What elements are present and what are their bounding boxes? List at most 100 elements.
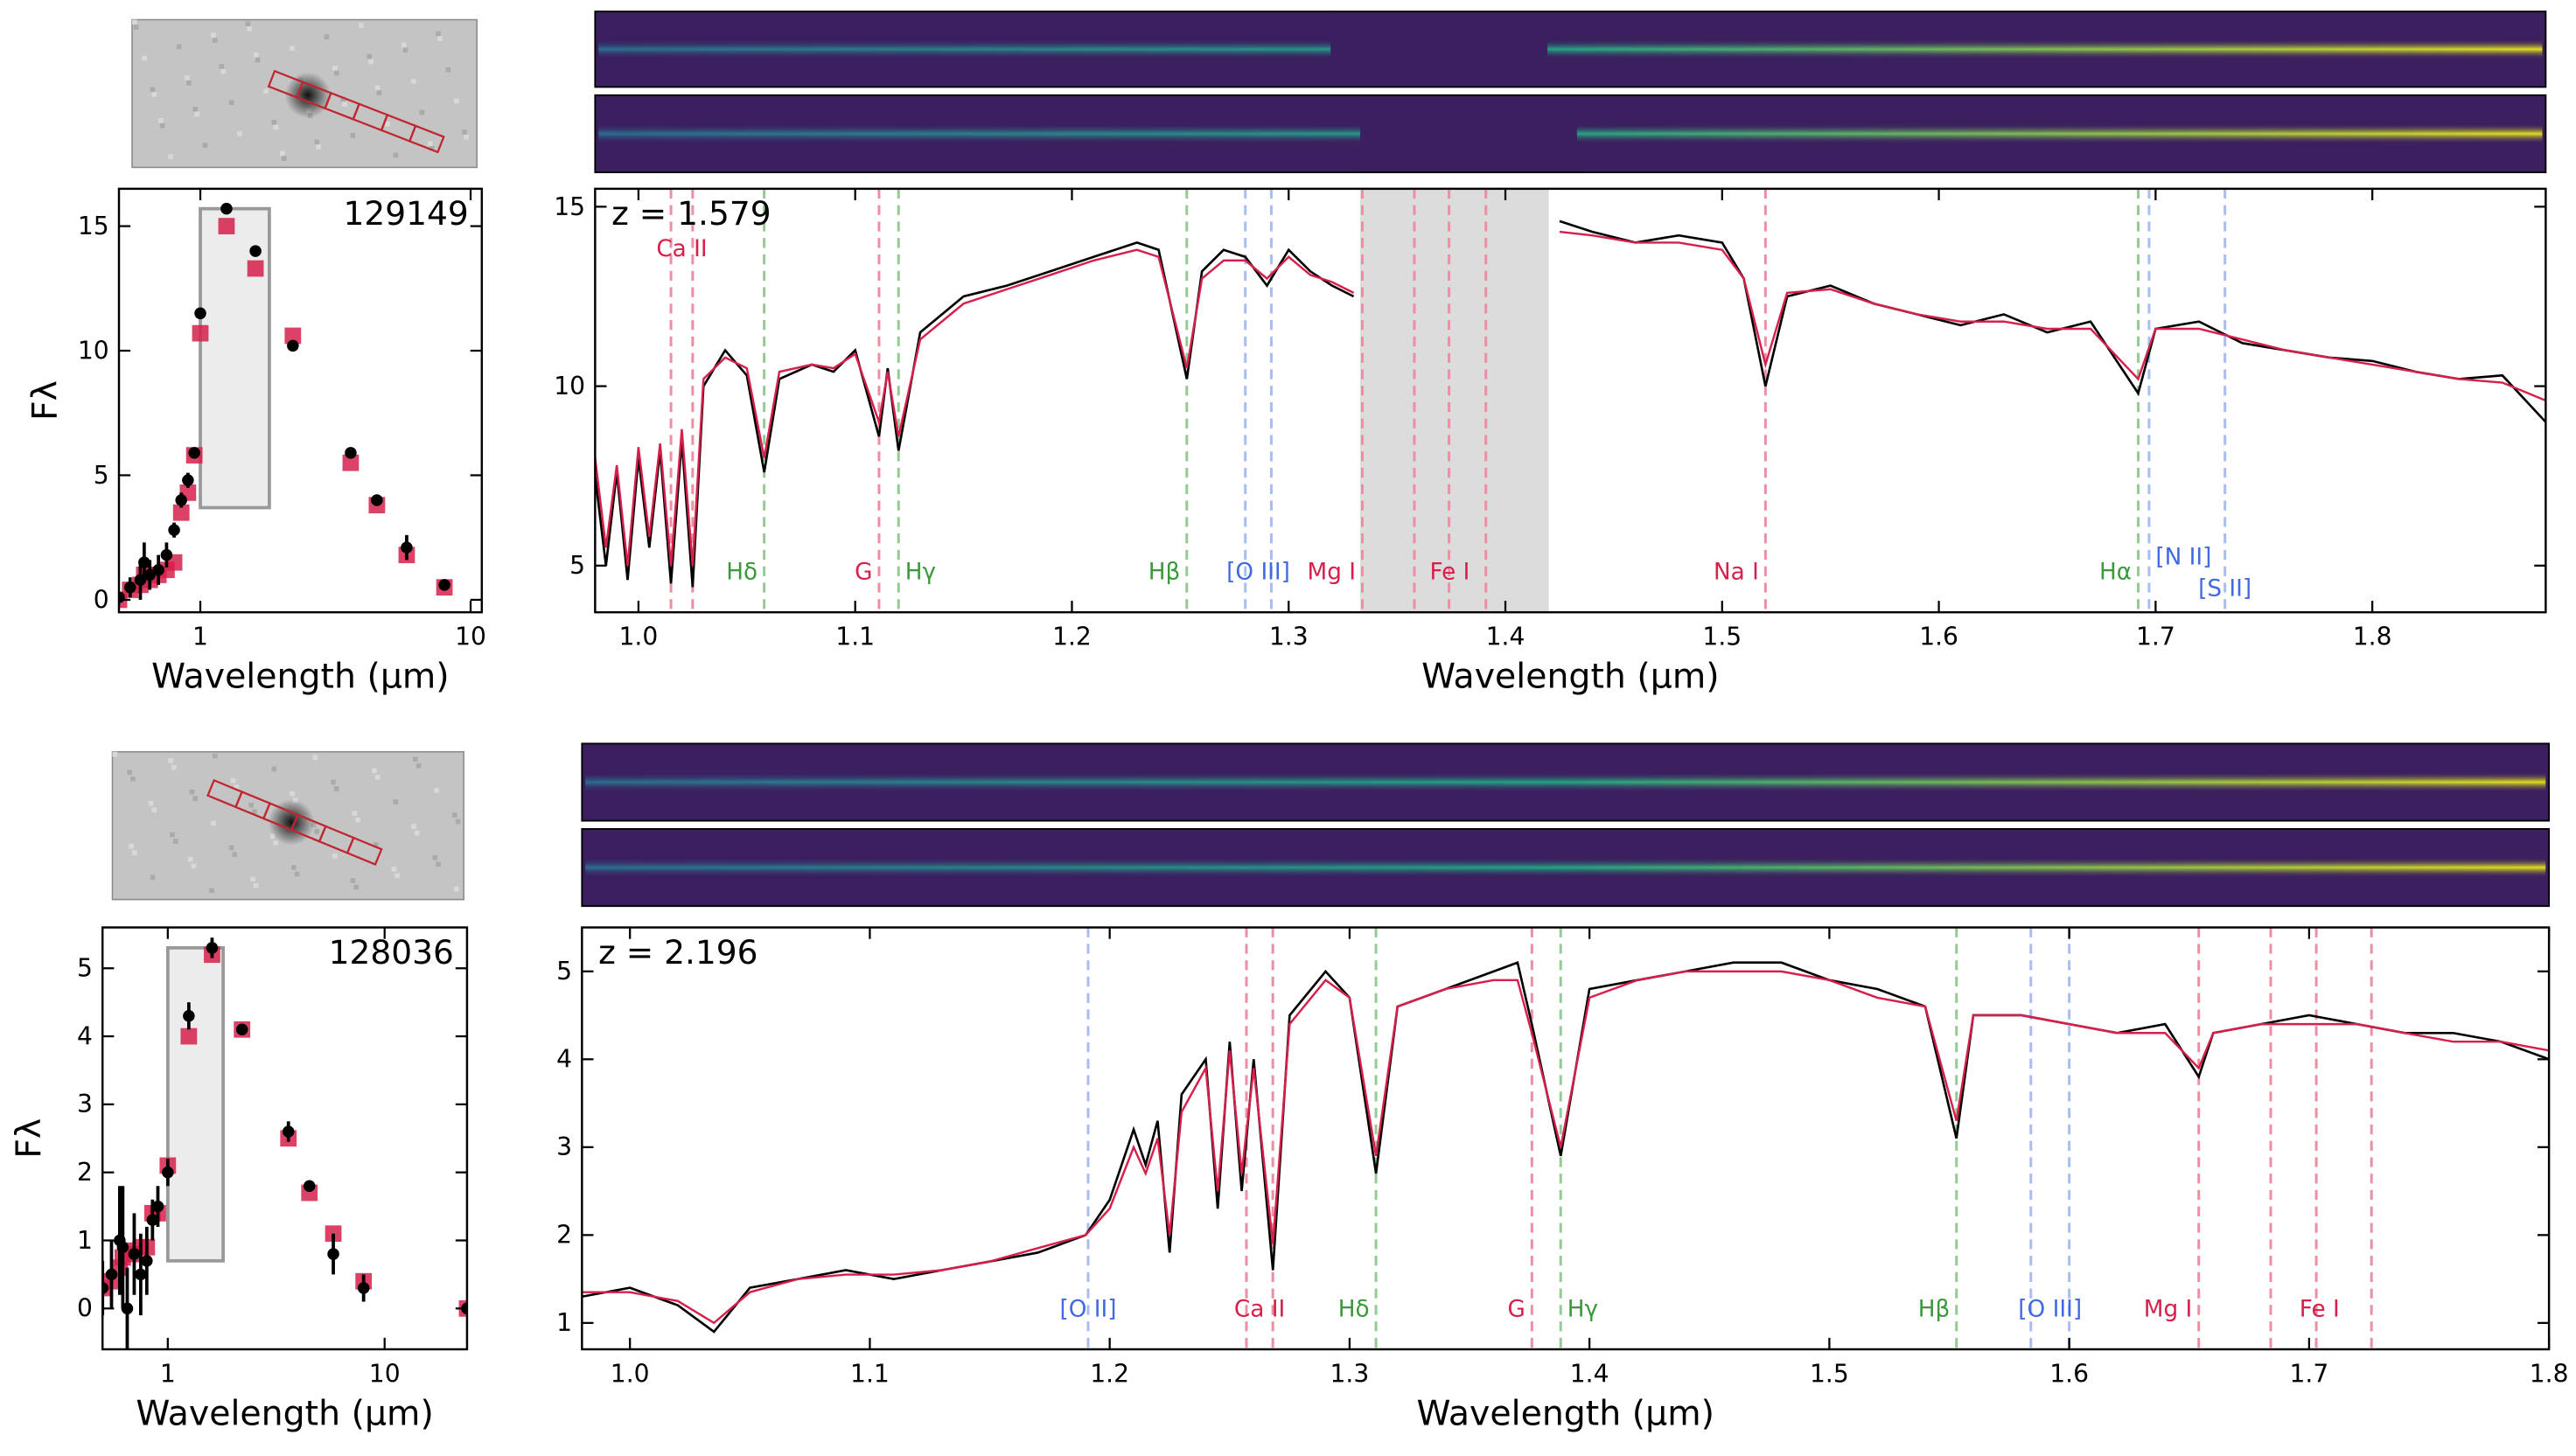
cutout-noise — [314, 139, 320, 145]
observed-point — [151, 1200, 164, 1213]
model-point — [247, 260, 264, 277]
cutout-noise — [170, 832, 175, 838]
observed-point — [102, 1282, 108, 1294]
x-tick-label: 10 — [455, 623, 486, 651]
plot-area — [118, 202, 453, 609]
cutout-noise — [411, 79, 416, 84]
observed-point — [235, 1023, 248, 1036]
spectrum-trace — [585, 772, 2546, 792]
model-point — [192, 324, 209, 342]
cutout-noise — [445, 66, 451, 73]
y-tick-label: 5 — [94, 461, 109, 490]
line-label: Hγ — [1567, 1296, 1598, 1322]
observed-point — [345, 447, 357, 459]
cutout-noise — [401, 42, 407, 48]
cutout-noise — [253, 882, 259, 888]
cutout-noise — [187, 856, 193, 862]
cutout-noise — [402, 47, 408, 53]
observed-point — [206, 942, 219, 954]
x-tick-label: 1 — [160, 1360, 176, 1389]
x-tick-label: 1.8 — [2530, 1360, 2569, 1389]
observed-point — [146, 1214, 159, 1226]
observed-point — [287, 339, 299, 352]
line-label: G — [855, 560, 872, 586]
cutout-noise — [132, 850, 137, 855]
cutout-noise — [202, 143, 208, 148]
cutout-noise — [211, 32, 216, 38]
cutout-noise — [374, 85, 380, 91]
cutout-noise — [464, 134, 469, 140]
y-tick-label: 1 — [556, 1308, 572, 1337]
observed-point — [282, 1125, 295, 1138]
cutout-noise — [353, 884, 360, 890]
observed-point — [371, 494, 383, 506]
cutout-noise — [232, 852, 238, 857]
line-label: Hδ — [726, 560, 757, 586]
y-axis-label: Fλ — [25, 380, 66, 421]
y-axis-label: Fλ — [9, 1118, 49, 1159]
cutout-noise — [132, 19, 137, 25]
cutout-noise — [290, 791, 295, 797]
cutout-noise — [172, 839, 178, 844]
cutout-noise — [436, 31, 441, 37]
line-label: Hβ — [1148, 560, 1181, 586]
cutout-noise — [367, 53, 373, 59]
cutout-noise — [269, 833, 276, 839]
cutout-noise — [333, 70, 339, 76]
cutout-noise — [411, 824, 416, 829]
x-tick-label: 1 — [192, 623, 208, 651]
cutout-noise — [291, 865, 297, 870]
y-tick-label: 0 — [77, 1294, 93, 1323]
cutout-noise — [415, 763, 422, 769]
slit — [267, 69, 445, 154]
cutout-noise — [281, 156, 287, 161]
y-tick-label: 10 — [554, 372, 585, 401]
cutout-noise — [393, 799, 399, 805]
cutout-noise — [314, 828, 320, 834]
line-label: Fe I — [2300, 1296, 2340, 1322]
x-tick-label: 1.2 — [1090, 1360, 1129, 1389]
cutout-noise — [391, 867, 397, 872]
cutout-noise — [352, 811, 358, 816]
observed-point — [152, 563, 164, 576]
x-tick-label: 1.7 — [2289, 1360, 2328, 1389]
x-tick-label: 1.8 — [2353, 623, 2392, 651]
cutout-noise — [312, 755, 318, 761]
slit-box — [408, 124, 445, 154]
line-label: Mg I — [2144, 1296, 2192, 1322]
cutout-noise — [373, 841, 379, 847]
y-tick-label: 3 — [556, 1132, 572, 1161]
line-label: G — [1507, 1296, 1525, 1322]
cutout-noise — [271, 766, 277, 772]
cutout-noise — [228, 845, 234, 851]
cutout-noise — [434, 788, 440, 793]
masked-region — [1360, 188, 1549, 613]
object-id: 128036 — [329, 933, 454, 972]
axes-frame — [101, 926, 469, 1351]
y-tick-label: 2 — [556, 1221, 572, 1250]
model-point — [284, 327, 302, 345]
cutout-noise — [294, 871, 300, 877]
line-label: Na I — [1714, 560, 1759, 586]
cutout-noise — [340, 96, 346, 102]
cutout-noise — [129, 843, 134, 849]
cutout-noise — [355, 817, 360, 823]
model-point — [342, 454, 360, 471]
observed-point — [160, 548, 173, 561]
x-tick-label: 1.0 — [619, 623, 659, 651]
cutout-noise — [194, 111, 199, 117]
cutout-noise — [263, 88, 269, 94]
plot-area — [582, 927, 2550, 1349]
y-tick-label: 10 — [78, 336, 109, 365]
cutout-noise — [151, 807, 157, 813]
y-tick-label: 5 — [77, 954, 93, 983]
observed-point — [249, 245, 262, 257]
cutout-noise — [219, 64, 225, 69]
observed-point — [121, 1302, 134, 1315]
x-axis-label: Wavelength (µm) — [151, 657, 450, 697]
cutout-noise — [332, 853, 338, 859]
x-tick-label: 1.5 — [1810, 1360, 1849, 1389]
y-tick-label: 15 — [554, 192, 585, 221]
cutout-noise — [159, 122, 165, 129]
line-label: Hγ — [905, 560, 936, 586]
